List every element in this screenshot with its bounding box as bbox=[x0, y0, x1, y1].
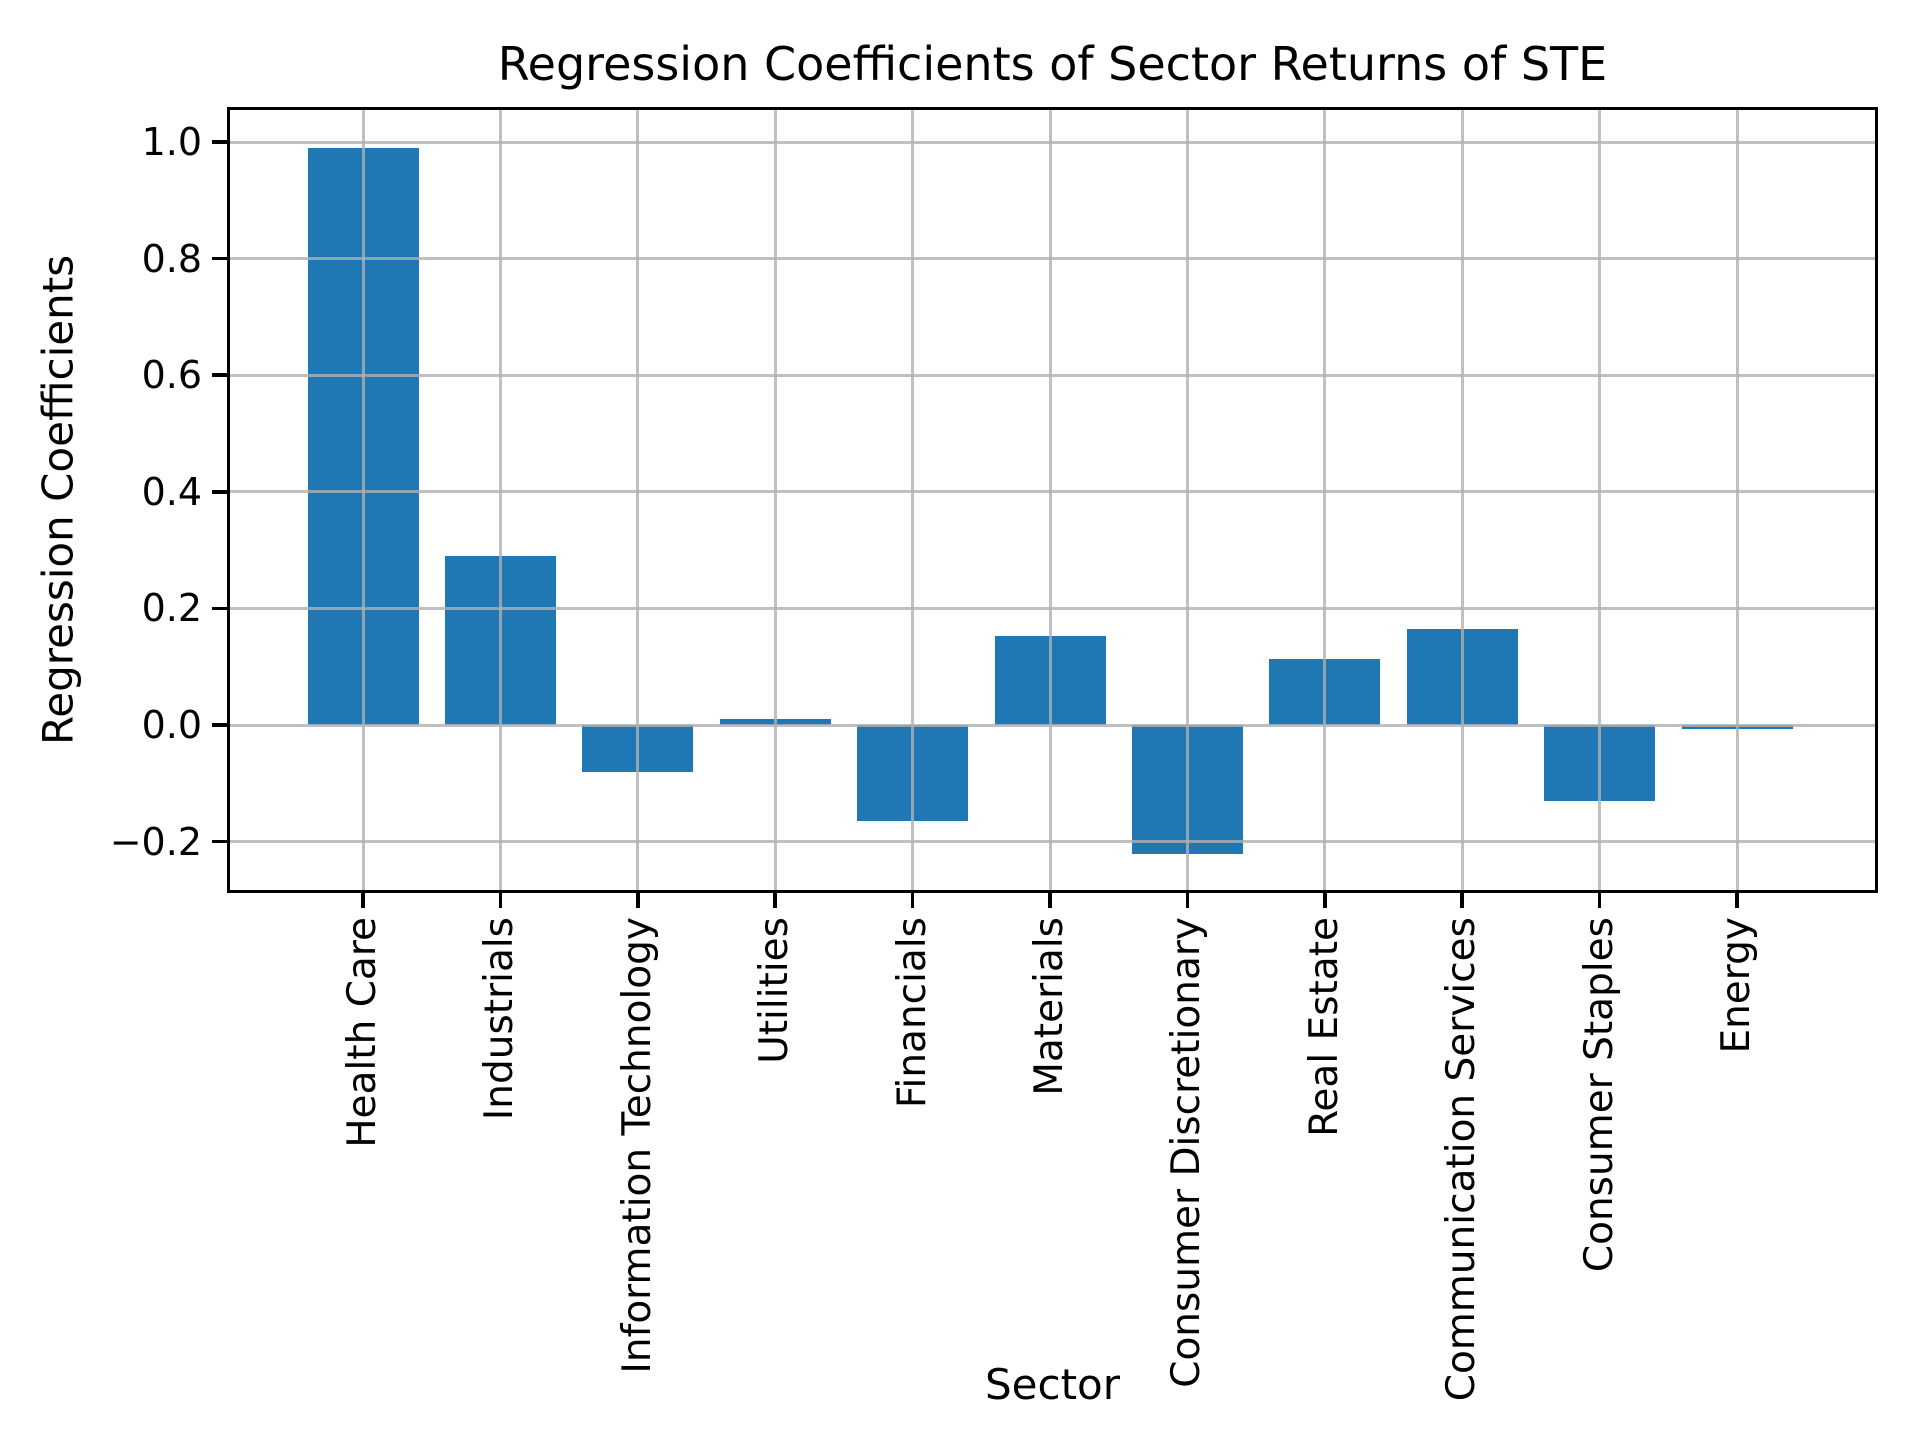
x-axis-label: Sector bbox=[984, 1360, 1121, 1409]
y-tick-mark bbox=[212, 723, 227, 727]
y-gridline bbox=[230, 140, 1875, 144]
x-tick-mark bbox=[910, 893, 915, 908]
x-gridline bbox=[1185, 110, 1189, 890]
y-tick-mark bbox=[212, 373, 227, 377]
x-tick-mark bbox=[636, 893, 640, 908]
x-tick-mark bbox=[1460, 893, 1464, 908]
x-tick-mark bbox=[773, 893, 777, 908]
x-tick-mark bbox=[1048, 893, 1052, 908]
x-gridline bbox=[1323, 110, 1327, 890]
x-tick-mark bbox=[1323, 893, 1327, 908]
x-tick-label: Consumer Staples bbox=[1576, 917, 1622, 1273]
x-gridline bbox=[1048, 110, 1052, 890]
y-tick-label: 1.0 bbox=[141, 120, 202, 164]
x-gridline bbox=[498, 110, 502, 890]
x-tick-label: Utilities bbox=[752, 917, 798, 1064]
x-gridline bbox=[1460, 110, 1464, 890]
y-tick-label: 0.2 bbox=[141, 586, 202, 631]
x-tick-mark bbox=[1735, 893, 1739, 908]
x-tick-mark bbox=[1185, 893, 1190, 908]
y-tick-label: 0.8 bbox=[141, 236, 202, 281]
plot-area bbox=[227, 107, 1878, 893]
y-gridline bbox=[230, 840, 1875, 844]
y-tick-label: 0.0 bbox=[141, 703, 202, 747]
x-tick-mark bbox=[1597, 893, 1602, 908]
x-tick-label: Information Technology bbox=[614, 917, 660, 1374]
y-gridline bbox=[230, 606, 1875, 610]
x-gridline bbox=[1598, 110, 1602, 890]
x-tick-label: Financials bbox=[889, 917, 935, 1109]
x-tick-label: Real Estate bbox=[1301, 917, 1347, 1137]
x-gridline bbox=[1735, 110, 1739, 890]
x-tick-label: Energy bbox=[1714, 917, 1759, 1054]
x-gridline bbox=[911, 110, 915, 890]
x-tick-label: Industrials bbox=[477, 917, 523, 1121]
x-gridline bbox=[361, 110, 365, 890]
x-gridline bbox=[773, 110, 777, 890]
gridlines-layer bbox=[230, 110, 1875, 890]
y-tick-label: 0.4 bbox=[141, 469, 202, 514]
x-gridline bbox=[636, 110, 640, 890]
y-gridline bbox=[230, 490, 1875, 494]
x-tick-mark bbox=[498, 893, 503, 908]
x-tick-label: Consumer Discretionary bbox=[1164, 917, 1210, 1388]
y-gridline bbox=[230, 257, 1875, 261]
x-tick-label: Communication Services bbox=[1439, 917, 1485, 1402]
y-tick-label: 0.6 bbox=[141, 353, 202, 398]
y-tick-label: −0.2 bbox=[109, 819, 202, 864]
x-tick-mark bbox=[361, 893, 365, 908]
y-tick-mark bbox=[212, 606, 227, 611]
x-tick-label: Materials bbox=[1027, 917, 1072, 1096]
y-gridline bbox=[230, 723, 1875, 727]
y-gridline bbox=[230, 373, 1875, 377]
y-tick-mark bbox=[212, 256, 227, 261]
y-tick-mark bbox=[212, 490, 227, 494]
y-tick-mark bbox=[212, 839, 227, 844]
chart-title: Regression Coefficients of Sector Return… bbox=[497, 37, 1608, 91]
y-tick-mark bbox=[212, 140, 227, 144]
x-tick-label: Health Care bbox=[340, 917, 385, 1148]
